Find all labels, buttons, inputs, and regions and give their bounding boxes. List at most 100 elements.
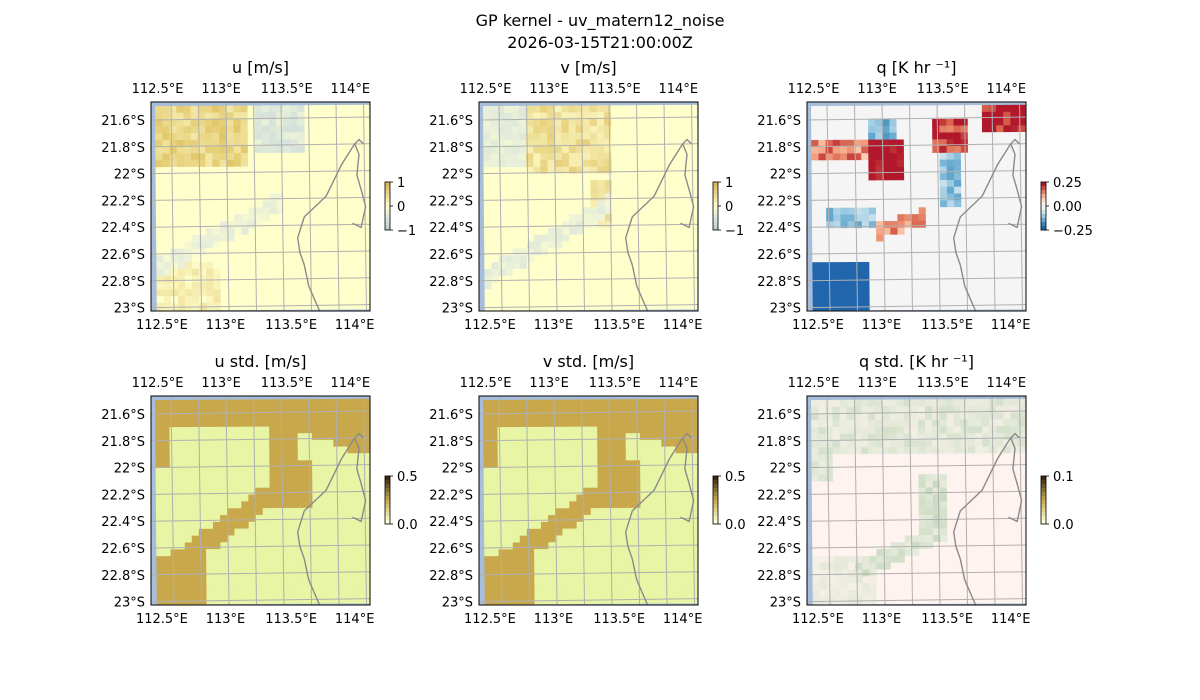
heatmap-cell xyxy=(584,589,593,598)
heatmap-cell xyxy=(660,399,669,407)
heatmap-cell xyxy=(505,583,514,591)
heatmap-cell xyxy=(290,146,299,154)
heatmap-cell xyxy=(526,467,535,476)
heatmap-cell xyxy=(954,207,963,215)
heatmap-cell xyxy=(646,132,655,140)
heatmap-cell xyxy=(240,453,249,462)
heatmap-cell xyxy=(311,426,320,434)
heatmap-cell xyxy=(526,494,535,503)
map-panel-u_std: u std. [m/s]112.5°E112.5°E113°E113°E113.… xyxy=(101,352,417,627)
heatmap-cell xyxy=(611,193,620,202)
heatmap-cell xyxy=(548,241,557,250)
heatmap-cell xyxy=(354,111,363,120)
heatmap-cell xyxy=(654,152,663,161)
heatmap-cell xyxy=(834,596,842,605)
heatmap-cell xyxy=(269,480,278,489)
heatmap-cell xyxy=(811,201,820,209)
heatmap-cell xyxy=(311,111,320,120)
heatmap-cell xyxy=(554,166,563,175)
heatmap-cell xyxy=(183,112,192,121)
heatmap-cell xyxy=(169,474,178,483)
heatmap-cell xyxy=(254,433,263,441)
heatmap-cell xyxy=(612,268,621,276)
heatmap-cell xyxy=(682,419,691,427)
heatmap-cell xyxy=(926,281,935,290)
heatmap-cell xyxy=(205,488,214,496)
heatmap-cell xyxy=(227,542,236,550)
heatmap-cell xyxy=(283,440,292,448)
heatmap-cell xyxy=(155,194,164,202)
heatmap-cell xyxy=(833,522,842,530)
heatmap-cell xyxy=(576,248,585,256)
heatmap-cell xyxy=(541,569,550,578)
lat-tick-label: 22.2°S xyxy=(101,194,145,209)
heatmap-cell xyxy=(968,227,977,235)
heatmap-cell xyxy=(490,461,499,469)
heatmap-cell xyxy=(326,145,335,154)
heatmap-cell xyxy=(277,514,285,523)
heatmap-cell xyxy=(946,159,955,168)
heatmap-cell xyxy=(903,112,912,120)
heatmap-cell xyxy=(826,207,835,216)
heatmap-cell xyxy=(212,187,221,195)
heatmap-cell xyxy=(647,507,656,516)
heatmap-cell xyxy=(869,255,878,263)
heatmap-cell xyxy=(483,413,492,422)
heatmap-cell xyxy=(854,221,863,229)
coastline xyxy=(296,138,367,311)
lat-tick-label: 22°S xyxy=(442,168,473,183)
heatmap-cell xyxy=(854,241,863,250)
heatmap-cell xyxy=(654,125,662,133)
heatmap-cell xyxy=(277,589,286,598)
heatmap-cell xyxy=(184,268,193,277)
heatmap-cell xyxy=(932,186,941,195)
heatmap-cell xyxy=(869,268,878,277)
heatmap-cell xyxy=(860,413,869,421)
heatmap-cell xyxy=(968,166,977,174)
heatmap-cell xyxy=(840,542,849,551)
heatmap-cell xyxy=(569,528,578,537)
heatmap-cell xyxy=(654,206,663,215)
heatmap-cell xyxy=(512,214,521,223)
heatmap-cell xyxy=(911,227,920,236)
heatmap-cell xyxy=(939,132,948,141)
heatmap-cell xyxy=(242,582,250,591)
heatmap-cell xyxy=(199,282,208,290)
heatmap-cell xyxy=(177,508,186,517)
heatmap-cell xyxy=(297,173,306,181)
heatmap-cell xyxy=(170,214,179,223)
heatmap-cell xyxy=(283,105,292,113)
lon-tick-label-bottom: 112.5°E xyxy=(792,318,844,333)
heatmap-cell xyxy=(819,221,828,229)
heatmap-cell xyxy=(319,528,328,536)
heatmap-cell xyxy=(326,466,335,475)
heatmap-cell xyxy=(298,480,306,489)
heatmap-cell xyxy=(219,474,228,482)
heatmap-cell xyxy=(262,234,271,243)
heatmap-cell xyxy=(284,582,293,591)
heatmap-cell xyxy=(676,206,684,215)
heatmap-cell xyxy=(255,227,264,236)
heatmap-cell xyxy=(212,173,221,182)
heatmap-cell xyxy=(226,426,235,435)
heatmap-cell xyxy=(533,166,542,175)
heatmap-cell xyxy=(219,420,228,428)
heatmap-cell xyxy=(227,214,236,222)
heatmap-cell xyxy=(868,200,877,209)
heatmap-cell xyxy=(491,296,500,304)
heatmap-cell xyxy=(634,589,643,597)
heatmap-cell xyxy=(511,126,520,134)
heatmap-cell xyxy=(640,453,648,462)
heatmap-cell xyxy=(854,474,863,483)
heatmap-cell xyxy=(997,261,1006,269)
heatmap-cell xyxy=(284,234,293,242)
heatmap-cell xyxy=(819,508,827,517)
heatmap-cell xyxy=(526,248,535,256)
heatmap-cell xyxy=(255,234,264,243)
heatmap-cell xyxy=(839,413,848,421)
heatmap-cell xyxy=(327,555,336,563)
heatmap-cell xyxy=(955,295,963,303)
heatmap-cell xyxy=(683,561,692,570)
heatmap-cell xyxy=(219,166,228,175)
heatmap-cell xyxy=(568,119,577,127)
